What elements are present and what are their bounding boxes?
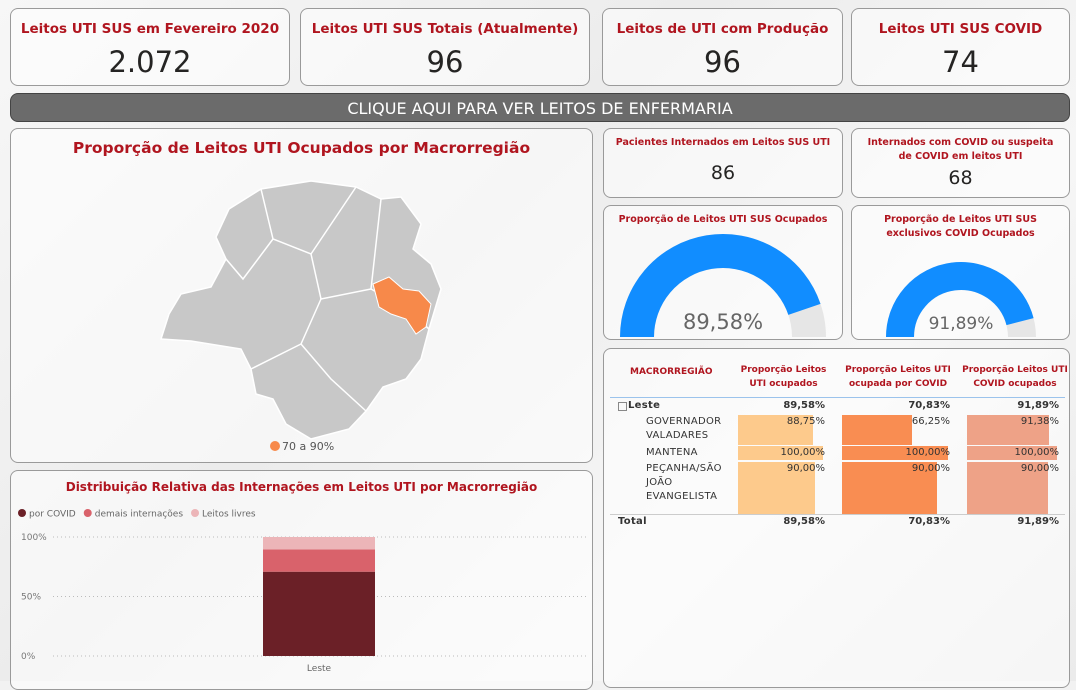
column-header: Proporção Leitos UTI COVID ocupados (962, 365, 1068, 389)
kpi-title: Pacientes Internados em Leitos SUS UTI (615, 137, 831, 148)
map-border (310, 198, 382, 300)
gauge-arc (620, 234, 821, 338)
legend-label: demais internações (95, 510, 184, 520)
legend-marker (18, 509, 26, 517)
row-label: Leste (628, 400, 661, 411)
row-label: GOVERNADOR VALADARES (646, 416, 722, 441)
chart-title: Distribuição Relativa das Internações em… (65, 480, 538, 494)
data-bar (842, 462, 938, 514)
kpi-value: 96 (426, 45, 464, 79)
cell-value: 89,58% (783, 400, 825, 411)
chart-panel: Distribuição Relativa das Internações em… (10, 470, 593, 690)
column-header: Proporção Leitos UTI ocupada por COVID (845, 365, 951, 389)
data-bar (738, 415, 814, 445)
row-label: PEÇANHA/SÃO JOÃO EVANGELISTA (646, 463, 722, 502)
cell-value: 88,75% (786, 416, 825, 427)
legend-label: por COVID (29, 510, 76, 520)
kpi-value: 68 (948, 167, 973, 189)
map-title: Proporção de Leitos UTI Ocupados por Mac… (72, 139, 531, 157)
cell-value: 91,89% (1017, 400, 1059, 411)
data-bar (738, 446, 823, 460)
gauge: 91,89% (886, 262, 1036, 338)
cell-value: 70,83% (908, 400, 950, 411)
kpi-value: 96 (704, 45, 741, 79)
cell-value: 70,83% (908, 516, 950, 527)
cell-value: 66,25% (911, 416, 950, 427)
x-tick-label: Leste (307, 664, 332, 674)
gauge-title: Proporção de Leitos UTI SUS Ocupados (618, 214, 828, 225)
map-border (300, 343, 367, 412)
kpi-value: 86 (710, 162, 736, 184)
map-border (260, 186, 357, 255)
map-panel: Proporção de Leitos UTI Ocupados por Mac… (10, 128, 593, 463)
column-header: Proporção Leitos UTI ocupados (740, 365, 827, 389)
cell-value: 91,89% (1017, 516, 1059, 527)
data-bar (738, 462, 815, 514)
table-panel: MACRORREGIÃO Proporção Leitos UTI ocupado… (603, 348, 1070, 688)
cell-value: 90,00% (786, 463, 825, 474)
chart: por COVID demais internações Leitos livres… (18, 509, 589, 674)
cell-value: 91,38% (1020, 416, 1059, 427)
cell-value: 89,58% (783, 516, 825, 527)
gauge-value: 91,89% (929, 314, 994, 334)
row-label: Total (618, 516, 647, 527)
cell-value: 100,00% (1014, 447, 1060, 458)
bar-segment (263, 549, 375, 572)
gauge-value: 89,58% (683, 310, 763, 334)
kpi-card: Internados com COVID ou suspeita de COVI… (851, 128, 1070, 198)
kpi-title: Internados com COVID ou suspeita de COVI… (867, 137, 1054, 162)
map-highlight-region (372, 276, 432, 335)
row-label: MANTENA (646, 447, 698, 458)
legend-label: Leitos livres (202, 510, 256, 520)
cell-value: 90,00% (1020, 463, 1059, 474)
map-region (159, 180, 442, 440)
data-bar (967, 446, 1057, 460)
data-bar (842, 446, 948, 460)
kpi-title: Leitos UTI SUS em Fevereiro 2020 (20, 21, 280, 37)
map-border (225, 238, 274, 281)
gauge-card: Proporção de Leitos UTI SUS exclusivos C… (851, 205, 1070, 340)
y-tick-label: 100% (21, 533, 47, 543)
navigation-button[interactable]: CLIQUE AQUI PARA VER LEITOS DE ENFERMARI… (10, 93, 1070, 122)
y-tick-label: 50% (21, 593, 41, 603)
total-rule (610, 514, 1065, 515)
legend-label: 70 a 90% (282, 440, 334, 453)
kpi-card: Pacientes Internados em Leitos SUS UTI 86 (603, 128, 843, 198)
data-bar (842, 415, 913, 445)
kpi-value: 2.072 (108, 45, 192, 79)
bar-segment (263, 571, 375, 656)
kpi-title: Leitos UTI SUS COVID (878, 21, 1043, 37)
kpi-card: Leitos UTI SUS Totais (Atualmente) 96 (300, 8, 590, 86)
kpi-title: Leitos UTI SUS Totais (Atualmente) (311, 21, 579, 37)
gauge-title: Proporção de Leitos UTI SUS exclusivos C… (884, 214, 1037, 239)
kpi-card: Leitos UTI SUS em Fevereiro 2020 2.072 (10, 8, 290, 86)
data-bar (967, 462, 1048, 514)
cell-value: 100,00% (905, 447, 951, 458)
expand-icon (618, 402, 627, 411)
legend-marker (191, 509, 200, 517)
bar-segment (263, 537, 375, 550)
data-bar (967, 415, 1050, 445)
column-header: MACRORREGIÃO (630, 367, 713, 377)
kpi-card: Leitos de UTI com Produção 96 (602, 8, 843, 86)
cell-value: 100,00% (780, 447, 826, 458)
header-rule (610, 397, 1065, 398)
gauge-card: Proporção de Leitos UTI SUS Ocupados 89,5… (603, 205, 843, 340)
legend-marker (83, 509, 92, 517)
kpi-value: 74 (942, 45, 979, 79)
kpi-card: Leitos UTI SUS COVID 74 (851, 8, 1070, 86)
y-tick-label: 0% (21, 652, 36, 662)
legend-marker (270, 441, 280, 451)
gauge-arc (886, 262, 1034, 338)
map: 70 a 90% (159, 180, 442, 453)
cell-value: 90,00% (911, 463, 950, 474)
kpi-title: Leitos de UTI com Produção (616, 21, 829, 37)
gauge: 89,58% (620, 234, 826, 338)
